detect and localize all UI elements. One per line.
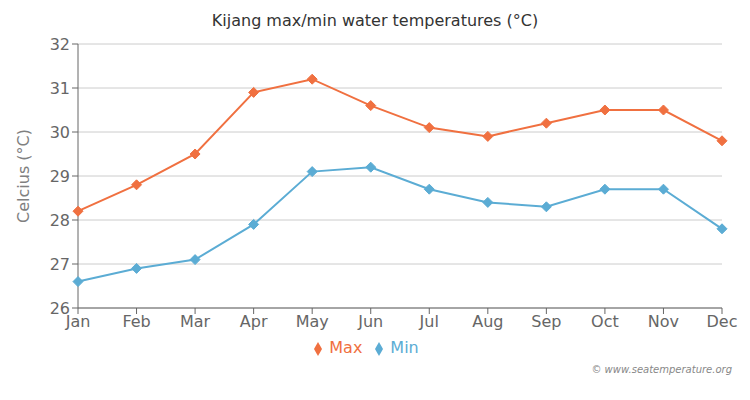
svg-text:27: 27 [50,255,70,274]
svg-text:Nov: Nov [648,312,679,331]
svg-text:28: 28 [50,211,70,230]
svg-text:Mar: Mar [180,312,211,331]
svg-text:Sep: Sep [531,312,561,331]
svg-text:Dec: Dec [707,312,738,331]
svg-text:32: 32 [50,35,70,54]
svg-text:Celcius (°C): Celcius (°C) [14,129,33,223]
html-text:Min: Min [390,338,419,357]
svg-text:Jun: Jun [357,312,383,331]
svg-text:Feb: Feb [122,312,150,331]
svg-text:31: 31 [50,79,70,98]
html-text:Kijang max/min water temperatu: Kijang max/min water temperatures (°C) [211,11,539,30]
html-text:© www.seatemperature.org: © www.seatemperature.org [591,364,732,375]
svg-text:Apr: Apr [240,312,268,331]
svg-text:26: 26 [50,299,70,318]
html-text:Max: Max [329,338,363,357]
svg-text:May: May [296,312,329,331]
svg-text:Oct: Oct [591,312,619,331]
svg-text:30: 30 [50,123,70,142]
svg-text:Jan: Jan [65,312,91,332]
svg-text:Jul: Jul [419,312,439,331]
svg-text:29: 29 [50,167,70,186]
svg-text:Aug: Aug [472,312,503,331]
